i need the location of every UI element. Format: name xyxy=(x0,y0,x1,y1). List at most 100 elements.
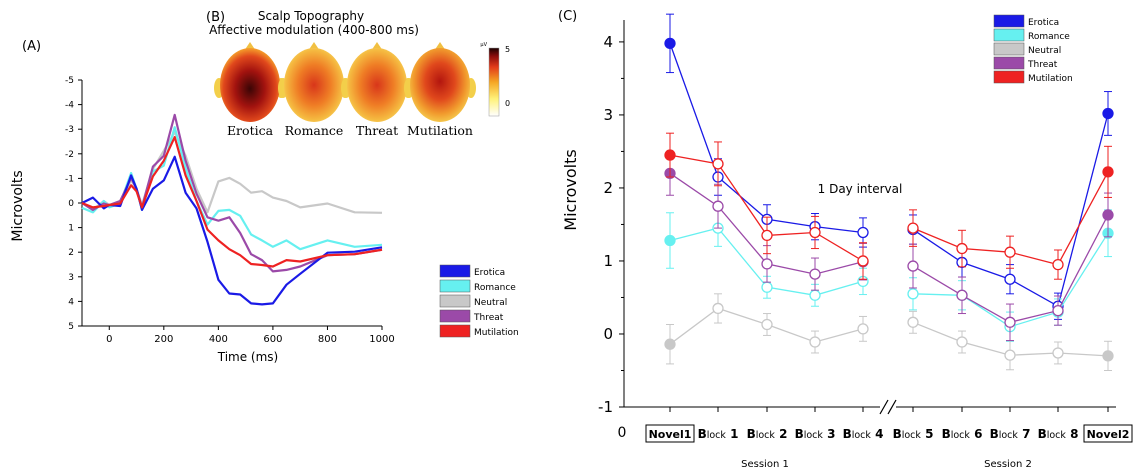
head-erotica: Erotica xyxy=(214,42,286,138)
a-ytick-label: 4 xyxy=(68,297,74,307)
session-1-label: Session 1 xyxy=(741,459,789,470)
head-label-threat: Threat xyxy=(356,123,398,138)
panel-b-title-1: Scalp Topography xyxy=(258,9,364,23)
c-series-mutilation xyxy=(664,132,1114,280)
c-xtick-label-block-5: Block 5 xyxy=(893,427,934,441)
a-xtick-label: 0 xyxy=(106,334,112,345)
a-xtick-label: 1000 xyxy=(369,334,394,345)
c-point-neutral xyxy=(1004,349,1016,361)
c-point-neutral xyxy=(761,318,773,331)
c-xtick-label-block-1: Block 1 xyxy=(698,427,739,441)
c-point-erotica xyxy=(664,37,676,50)
panel-c-ylabel: Microvolts xyxy=(561,149,580,230)
panel-c-y-ticks: -1 0 1 2 3 4 xyxy=(598,33,624,416)
panel-a-y-ticks: -5 -4 -3 -2 -1 0 1 2 3 4 5 xyxy=(65,76,82,332)
c-point-mutilation xyxy=(1102,166,1114,178)
a-ytick-label: -2 xyxy=(65,150,74,160)
c-xtick-box-novel-1 xyxy=(645,424,695,443)
c-point-threat xyxy=(761,258,773,270)
c-point-mutilation xyxy=(761,229,773,242)
c-series-neutral xyxy=(664,293,1114,371)
panel-c-annotation: 1 Day interval xyxy=(818,182,903,196)
head-label-mutilation: Mutilation xyxy=(407,123,473,138)
c-point-mutilation xyxy=(907,222,919,234)
panel-a-letter: (A) xyxy=(22,39,41,54)
c-point-neutral xyxy=(857,323,869,335)
panel-b-heads: Erotica Romance Threat Mutilation xyxy=(214,42,476,138)
a-legend-label-romance: Romance xyxy=(474,283,516,293)
c-point-romance xyxy=(907,288,919,300)
a-legend-swatch-threat xyxy=(439,309,471,323)
c-ytick-label: 2 xyxy=(603,179,613,197)
c-point-threat xyxy=(1004,316,1016,328)
panel-c-origin-label: 0 xyxy=(618,425,627,441)
c-legend-swatch-romance xyxy=(993,28,1025,42)
c-point-threat xyxy=(1052,304,1064,317)
panel-a-xlabel: Time (ms) xyxy=(217,350,279,364)
axis-break-mark xyxy=(879,399,897,415)
c-legend-swatch-threat xyxy=(993,56,1025,70)
c-point-mutilation xyxy=(857,255,869,267)
a-legend-swatch-romance xyxy=(439,279,471,293)
c-point-romance xyxy=(761,281,773,293)
c-point-mutilation xyxy=(956,242,968,255)
panel-b: (B) Scalp Topography Affective modulatio… xyxy=(206,9,510,138)
c-point-mutilation xyxy=(809,226,821,239)
panel-b-title-2: Affective modulation (400-800 ms) xyxy=(209,23,419,37)
c-point-threat xyxy=(809,268,821,280)
head-label-erotica: Erotica xyxy=(227,123,274,138)
a-ytick-label: -1 xyxy=(65,174,74,184)
a-series-neutral xyxy=(81,131,383,214)
c-point-neutral xyxy=(809,336,821,348)
c-xtick-label-block-3: Block 3 xyxy=(795,427,836,441)
c-legend-label-erotica: Erotica xyxy=(1028,18,1059,28)
a-ytick-label: 2 xyxy=(68,248,74,258)
panel-a-legend: Erotica Romance Neutral Threat Mutilation xyxy=(439,264,519,338)
c-point-neutral xyxy=(712,302,724,315)
c-series-romance xyxy=(664,209,1114,342)
head-map xyxy=(347,48,407,122)
panel-b-letter: (B) xyxy=(206,10,225,25)
head-map xyxy=(220,48,280,122)
c-point-mutilation xyxy=(1052,258,1064,271)
a-xtick-label: 800 xyxy=(318,334,337,345)
head-map xyxy=(410,48,470,122)
panel-c-legend: Erotica Romance Neutral Threat Mutilation xyxy=(993,14,1073,84)
head-label-romance: Romance xyxy=(285,123,344,138)
a-legend-swatch-erotica xyxy=(439,264,471,278)
c-ytick-label: -1 xyxy=(598,398,613,416)
session-2-label: Session 2 xyxy=(984,459,1032,470)
a-ytick-label: -5 xyxy=(65,76,74,86)
c-legend-label-neutral: Neutral xyxy=(1028,46,1061,56)
c-point-neutral xyxy=(907,316,919,328)
a-legend-label-erotica: Erotica xyxy=(474,268,505,278)
a-series-threat xyxy=(81,113,383,273)
a-legend-label-neutral: Neutral xyxy=(474,298,507,308)
colorbar xyxy=(488,47,500,117)
a-legend-swatch-mutilation xyxy=(439,324,471,338)
c-point-threat xyxy=(907,260,919,272)
c-point-erotica xyxy=(857,226,869,239)
c-xtick-label-block-8: Block 8 xyxy=(1038,427,1079,441)
colorbar-unit: µV xyxy=(480,42,487,48)
a-ytick-label: -4 xyxy=(65,101,74,111)
a-ytick-label: 1 xyxy=(68,224,74,234)
c-point-erotica xyxy=(1004,273,1016,285)
c-xtick-label-novel-1: Novel1 xyxy=(649,428,692,441)
a-series-erotica xyxy=(81,155,383,306)
a-legend-swatch-neutral xyxy=(439,294,471,308)
c-point-neutral xyxy=(1102,350,1114,362)
a-xtick-label: 600 xyxy=(263,334,282,345)
a-ytick-label: 3 xyxy=(68,273,74,283)
panel-a-x-ticks: 0 200 400 600 800 1000 xyxy=(106,326,395,345)
colorbar-min: 0 xyxy=(505,99,510,108)
c-point-romance xyxy=(664,234,676,247)
c-legend-label-threat: Threat xyxy=(1027,60,1058,70)
c-ytick-label: 3 xyxy=(603,106,613,124)
c-point-mutilation xyxy=(1004,246,1016,258)
a-ytick-label: -3 xyxy=(65,125,74,135)
panel-a-series xyxy=(81,113,383,306)
c-legend-swatch-neutral xyxy=(993,42,1025,56)
a-xtick-label: 400 xyxy=(209,334,228,345)
c-legend-label-mutilation: Mutilation xyxy=(1028,74,1073,84)
